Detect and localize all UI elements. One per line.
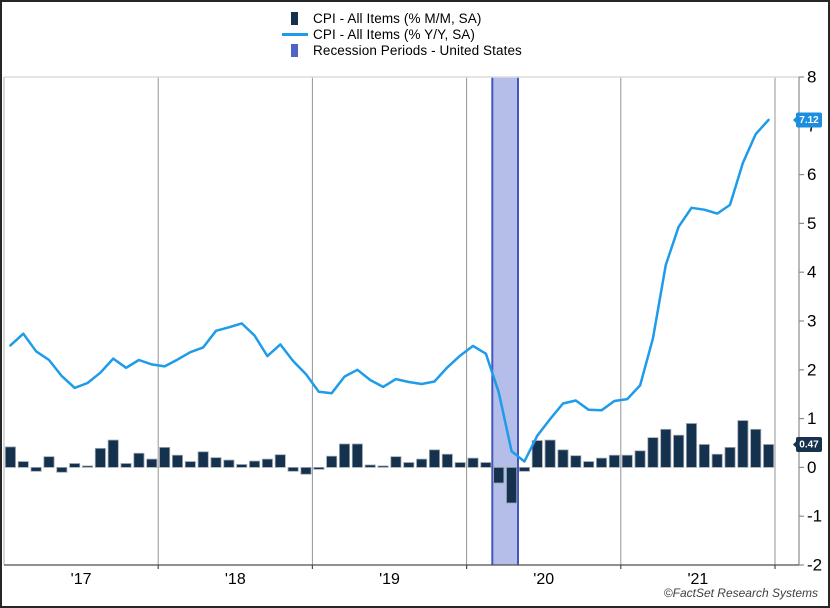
mm-bar (377, 465, 389, 468)
mm-bar (557, 449, 569, 468)
mm-bar (287, 466, 299, 472)
y-axis-tick-label: 4 (807, 263, 816, 282)
yoy-line (9, 118, 770, 463)
y-axis-tick-label: 3 (807, 312, 816, 331)
mm-bar (313, 466, 325, 470)
legend-label-cpi-mm: CPI - All Items (% M/M, SA) (313, 10, 482, 26)
mm-bar (159, 446, 171, 468)
mm-bar (685, 423, 697, 468)
y-axis-tick-label: 8 (807, 68, 816, 87)
x-axis-year-label: '21 (687, 571, 708, 588)
mm-bar (236, 464, 248, 468)
mm-bar (146, 458, 158, 468)
mm-bar (506, 466, 518, 504)
mm-bar (133, 452, 145, 468)
mm-bar (544, 439, 556, 468)
mm-bar (364, 464, 376, 468)
mm-bar (724, 446, 736, 468)
mm-bar (531, 440, 543, 468)
legend-marker-box (281, 32, 308, 36)
mm-bar (634, 450, 646, 468)
mm-bar (608, 454, 620, 468)
mm-bar (30, 466, 42, 472)
x-axis-year-label: '18 (225, 571, 246, 588)
badge-value: 0.47 (799, 439, 819, 450)
mm-bar (416, 458, 428, 468)
legend-marker-box (281, 11, 308, 25)
mm-bar (737, 420, 749, 468)
mm-bar (184, 461, 196, 468)
mm-bar (223, 459, 235, 468)
mm-bar (596, 457, 608, 468)
legend-item-cpi-yy: CPI - All Items (% Y/Y, SA) (281, 26, 522, 42)
mom-last-value-badge: 0.47 (793, 436, 822, 452)
mm-bar (300, 466, 312, 475)
mm-bar (390, 456, 402, 468)
badge-box (796, 436, 822, 452)
y-axis-tick-label: 2 (807, 360, 816, 379)
mm-bar (351, 443, 363, 468)
x-axis-year-label: '20 (533, 571, 554, 588)
mm-bar (82, 465, 94, 468)
legend-item-recession: Recession Periods - United States (281, 42, 522, 58)
mm-bar (647, 437, 659, 468)
mm-bar (274, 454, 286, 468)
mm-bar (56, 466, 68, 473)
mm-bar (210, 457, 222, 468)
y-axis-tick-label: -1 (807, 507, 822, 526)
mm-bar (120, 463, 132, 468)
y-axis-tick-label: -2 (807, 556, 822, 575)
mm-bar (43, 456, 55, 468)
mm-bar (428, 449, 440, 468)
mm-bar (480, 462, 492, 468)
mm-bar (94, 447, 106, 468)
recession-marker-icon (291, 43, 298, 57)
y-axis-tick-label: 6 (807, 165, 816, 184)
x-axis-year-label: '19 (379, 571, 400, 588)
mm-bar (467, 457, 479, 468)
mm-bar (197, 451, 209, 468)
mm-bar (698, 444, 710, 468)
mm-bar (621, 454, 633, 468)
legend-label-cpi-yy: CPI - All Items (% Y/Y, SA) (313, 26, 475, 42)
legend-label-recession: Recession Periods - United States (313, 42, 522, 58)
y-axis-tick-label: 0 (807, 458, 816, 477)
yoy-last-value-badge: 7.12 (793, 112, 822, 128)
mm-bar (673, 434, 685, 468)
badge-box (796, 112, 822, 128)
mm-bar (441, 453, 453, 468)
badge-value: 7.12 (799, 115, 819, 126)
mm-bar (69, 463, 81, 468)
mm-bar (249, 460, 261, 468)
mm-bar (107, 439, 119, 468)
mm-bar (339, 443, 351, 468)
mm-bar (711, 453, 723, 468)
bar-series-marker-icon (291, 11, 298, 25)
mm-bar (763, 444, 775, 468)
mm-bar (570, 455, 582, 468)
mm-bar (4, 446, 16, 468)
mm-bar (403, 462, 415, 468)
mm-bar (171, 454, 183, 468)
y-axis-tick-label: 5 (807, 214, 816, 233)
mm-bar (583, 461, 595, 468)
x-axis-year-label: '17 (71, 571, 92, 588)
mm-bar (750, 428, 762, 468)
line-series-marker-icon (281, 32, 308, 36)
mm-bar (17, 461, 29, 468)
mm-bar (261, 458, 273, 468)
mm-bar (518, 466, 530, 472)
legend-item-cpi-mm: CPI - All Items (% M/M, SA) (281, 10, 522, 26)
mm-bar (493, 466, 505, 484)
mm-bar (326, 455, 338, 468)
legend-marker-box (281, 43, 308, 57)
y-axis-tick-label: 1 (807, 409, 816, 428)
factset-credit: ©FactSet Research Systems (663, 586, 818, 600)
legend: CPI - All Items (% M/M, SA) CPI - All It… (281, 10, 522, 58)
mm-bar (660, 428, 672, 468)
mm-bar (454, 462, 466, 468)
